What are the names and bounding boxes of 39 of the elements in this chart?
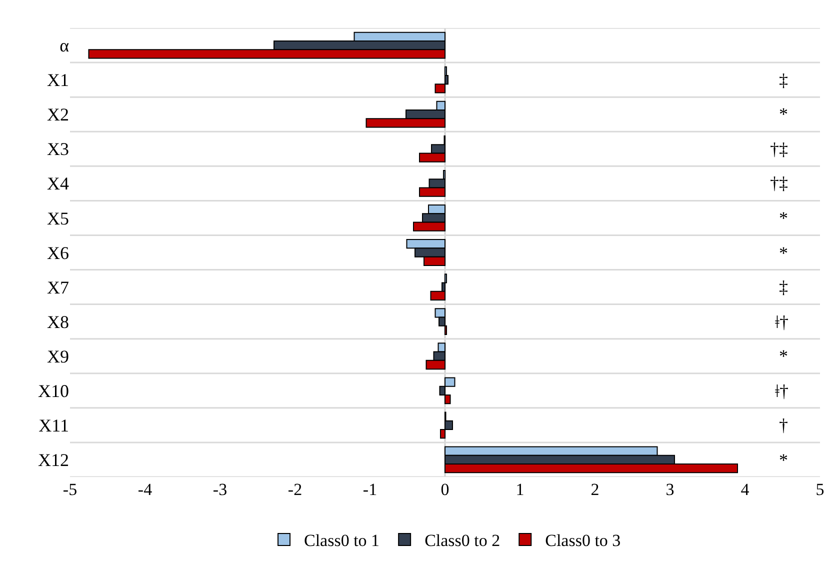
annotation: †‡ [770,173,788,193]
y-tick-label: X10 [38,380,69,401]
annotation: * [779,243,788,263]
annotation: * [779,346,788,366]
annotation: ‡ [779,277,788,297]
x-tick-label: -1 [362,480,378,499]
x-tick-label: -3 [212,480,228,499]
y-tick-label: α [60,36,70,56]
annotation: * [779,208,788,228]
annotation: * [779,450,788,470]
y-tick-label: X6 [47,242,69,263]
y-tick-label: X12 [38,450,69,470]
annotation: ǂ† [775,381,788,401]
annotation: † [779,415,788,435]
y-tick-label: X1 [47,70,69,90]
annotation: ǂ† [775,312,788,332]
x-tick-label: -5 [62,480,78,499]
y-tick-label: X4 [47,174,69,194]
x-tick-label: 5 [816,480,824,499]
x-tick-label: -4 [138,480,153,499]
x-tick-label: 0 [440,480,450,499]
x-tick-label: 1 [516,480,524,499]
y-tick-label: X11 [38,415,69,436]
y-tick-label: X9 [47,346,69,366]
annotation: †‡ [770,139,788,159]
y-tick-label: X2 [47,104,69,125]
y-tick-label: X3 [47,139,69,160]
annotation: ‡ [779,70,788,90]
y-tick-label: X7 [47,277,69,298]
x-tick-label: -2 [288,480,302,499]
legend-label: Class0 to 3 [545,531,621,550]
legend-label: Class0 to 2 [424,531,500,550]
x-tick-label: 4 [740,480,750,499]
x-tick-label: 3 [666,480,674,499]
annotation: * [779,104,788,124]
y-tick-label: X8 [47,312,69,332]
x-tick-label: 2 [590,480,600,499]
legend-label: Class0 to 1 [304,531,380,550]
y-tick-label: X5 [47,208,69,228]
